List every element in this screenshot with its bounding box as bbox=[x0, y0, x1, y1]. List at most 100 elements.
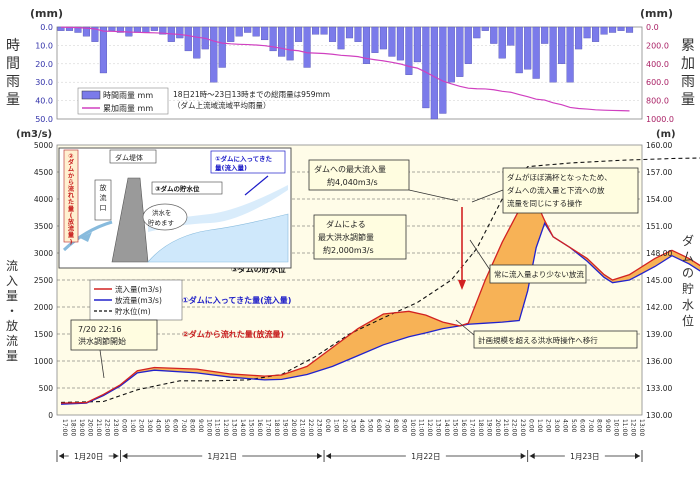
hourly-rain-bar bbox=[473, 26, 481, 39]
day-label-bg bbox=[68, 450, 109, 461]
x-hour-label: 17:00 bbox=[61, 419, 68, 436]
x-hour-label: 3:00 bbox=[146, 419, 153, 433]
main-right-tick-label: 142.00 bbox=[646, 303, 672, 312]
main-right-title-char: 位 bbox=[682, 313, 694, 328]
main-right-title-char: 水 bbox=[682, 298, 694, 312]
x-hour-label: 3:00 bbox=[350, 419, 357, 433]
x-hour-label: 9:00 bbox=[604, 419, 611, 433]
x-hour-label: 5:00 bbox=[570, 419, 577, 433]
transition-box bbox=[473, 330, 638, 349]
hourly-rain-bar bbox=[261, 26, 269, 41]
hourly-rain-bar bbox=[252, 26, 260, 37]
x-hour-label: 20:00 bbox=[290, 419, 297, 436]
x-hour-label: 13:00 bbox=[638, 419, 645, 436]
x-hour-label: 13:00 bbox=[434, 419, 441, 436]
rain-right-title-char: 量 bbox=[681, 92, 695, 108]
hourly-rain-bar bbox=[456, 26, 464, 77]
hourly-rain-bar bbox=[91, 26, 99, 42]
legend-hourly-label: 時間雨量 mm bbox=[103, 91, 153, 100]
inflow-line bbox=[60, 195, 700, 404]
main-left-tick-label: 1000 bbox=[34, 357, 53, 366]
x-hour-label: 8:00 bbox=[596, 419, 603, 433]
rain-left-title-char: 時 bbox=[6, 38, 20, 54]
max-cut-box bbox=[313, 214, 407, 260]
x-hour-label: 21:00 bbox=[299, 419, 306, 436]
x-hour-label: 10:00 bbox=[613, 419, 620, 436]
x-hour-label: 15:00 bbox=[248, 419, 255, 436]
hourly-rain-bar bbox=[583, 26, 591, 39]
hourly-rain-bar bbox=[371, 26, 379, 53]
x-hour-label: 18:00 bbox=[69, 419, 76, 436]
day-span-arrow-left bbox=[59, 453, 64, 459]
rain-right-tick-label: 600.0 bbox=[646, 78, 669, 87]
x-hour-label: 18:00 bbox=[273, 419, 280, 436]
main-left-ticks: 0 500 1000 1500 2000 2500 3000 3500 4000 4500 5000 bbox=[34, 141, 53, 420]
outflow-vertical-box bbox=[63, 149, 79, 243]
hourly-rain-bar bbox=[575, 26, 583, 50]
main-right-title-char: ダ bbox=[682, 233, 694, 248]
main-right-tick-label: 151.00 bbox=[646, 222, 672, 231]
x-hour-label: 0:00 bbox=[528, 419, 535, 433]
rain-note-line1: 18日21時～23日13時までの総雨量は959mm bbox=[173, 89, 330, 99]
day-span-arrow-right bbox=[317, 453, 323, 459]
x-hour-label: 12:00 bbox=[630, 419, 637, 436]
less-release-pointer bbox=[469, 239, 491, 271]
max-inflow-line1: ダムへの最大流入量 bbox=[314, 164, 386, 174]
hourly-rain-bar bbox=[405, 26, 413, 75]
main-left-title-char: 流 bbox=[6, 259, 18, 273]
x-hour-label: 7:00 bbox=[383, 419, 390, 433]
hourly-rain-bar bbox=[609, 26, 617, 33]
day-label-bg bbox=[564, 450, 605, 461]
rain-right-tick-label: 800.0 bbox=[646, 97, 669, 106]
x-hour-label: 0:00 bbox=[324, 419, 331, 433]
main-left-unit: (m3/s) bbox=[16, 129, 52, 140]
hourly-rain-bar bbox=[210, 26, 218, 83]
hourly-rain-bar bbox=[464, 26, 472, 64]
hourly-rain-bar bbox=[312, 26, 320, 35]
main-chart: 0 500 1000 1500 2000 2500 3000 3500 4000 4500 5000… bbox=[6, 129, 700, 462]
rain-right-ticks: 0.0 200.0 400.0 600.0 800.0 1000.0 bbox=[646, 23, 674, 124]
x-hour-label: 14:00 bbox=[239, 419, 246, 436]
hourly-rain-bar bbox=[320, 26, 328, 35]
x-hour-label: 21:00 bbox=[502, 419, 509, 436]
hourly-rain-bar bbox=[235, 26, 243, 37]
hourly-rain-bar bbox=[524, 26, 532, 70]
x-hour-label: 11:00 bbox=[214, 419, 221, 436]
x-hour-label: 18:00 bbox=[477, 419, 484, 436]
stored-line2: 貯めます bbox=[148, 218, 175, 227]
main-left-tick-label: 3500 bbox=[34, 222, 53, 231]
cumulative-rain-line bbox=[60, 26, 630, 112]
outlet-label: 放流口 bbox=[100, 183, 107, 212]
main-right-title-char: 貯 bbox=[682, 282, 694, 296]
dam-body-label-box bbox=[109, 149, 157, 164]
outflow-annotation: ②ダムから流れた量(放流量) bbox=[182, 329, 284, 339]
x-hour-label: 22:00 bbox=[511, 419, 518, 436]
day-label-bg bbox=[405, 450, 446, 461]
x-hour-label: 17:00 bbox=[468, 419, 475, 436]
rain-right-title-char: 加 bbox=[681, 56, 695, 72]
x-hour-label: 8:00 bbox=[392, 419, 399, 433]
hourly-rain-bar bbox=[388, 26, 396, 57]
x-hour-label: 9:00 bbox=[400, 419, 407, 433]
main-left-tick-label: 3000 bbox=[34, 249, 53, 258]
max-inflow-pointer bbox=[408, 189, 459, 202]
rain-left-ticks: 0.0 10.0 20.0 30.0 40.0 50.0 bbox=[35, 23, 53, 124]
start-annotation-box bbox=[70, 319, 158, 351]
x-hour-label: 1:00 bbox=[333, 419, 340, 433]
main-left-tick-label: 4500 bbox=[34, 168, 53, 177]
max-inflow-line2: 約4,040m3/s bbox=[327, 177, 378, 187]
x-hour-label: 0:00 bbox=[120, 419, 127, 433]
main-right-ticks: 130.00 133.00 136.00 139.00 142.00 145.00 148.… bbox=[646, 141, 672, 420]
x-hour-label: 6:00 bbox=[375, 419, 382, 433]
rain-left-title-char: 間 bbox=[6, 56, 20, 72]
hourly-rain-bar bbox=[57, 26, 65, 31]
day-label: 1月23日 bbox=[570, 452, 599, 461]
main-left-title-char: 量 bbox=[6, 349, 18, 363]
hourly-rain-bar bbox=[430, 26, 438, 120]
legend-storage-label: 貯水位(m) bbox=[115, 306, 151, 316]
rain-left-tick-label: 40.0 bbox=[35, 97, 53, 106]
main-left-tick-label: 1500 bbox=[34, 330, 53, 339]
main-right-tick-label: 139.00 bbox=[646, 330, 672, 339]
hourly-rain-bar bbox=[490, 26, 498, 44]
